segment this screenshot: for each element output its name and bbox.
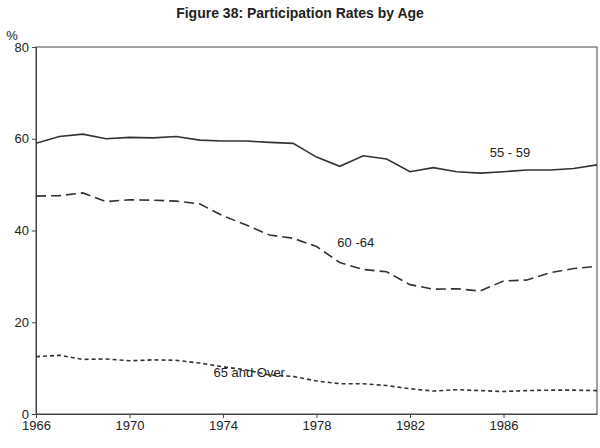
series-label: 55 - 59: [490, 145, 530, 160]
plot-frame: [36, 47, 597, 414]
series-line: [36, 193, 597, 291]
tick-mark: [32, 414, 36, 415]
tick-label: 1986: [490, 418, 519, 433]
tick: 20: [15, 315, 36, 330]
tick-label: 40: [15, 223, 29, 238]
tick-mark: [32, 47, 36, 48]
tick: 40: [15, 223, 36, 238]
y-axis: 0 20 40 60 80: [15, 40, 37, 422]
title: Figure 38: Participation Rates by Age: [176, 5, 424, 21]
tick-label: 0: [22, 407, 29, 422]
tick: 1974: [209, 414, 238, 433]
tick: 60: [15, 131, 36, 146]
tick: 1978: [303, 414, 332, 433]
tick-label: 80: [15, 40, 29, 55]
tick-mark: [32, 322, 36, 323]
series-label: 65 and Over: [213, 365, 285, 380]
chart: Figure 38: Participation Rates by Age%19…: [0, 0, 600, 448]
tick-mark: [32, 139, 36, 140]
series-line: [36, 355, 597, 391]
tick: 1970: [116, 414, 145, 433]
lines: [36, 134, 597, 391]
tick: 1986: [490, 414, 519, 433]
tick-label: 1970: [116, 418, 145, 433]
tick-label: 1982: [396, 418, 425, 433]
series-line: [36, 134, 597, 173]
tick-label: 60: [15, 131, 29, 146]
tick-label: 1978: [303, 418, 332, 433]
tick-mark: [32, 231, 36, 232]
tick-label: 1974: [209, 418, 238, 433]
plot: 19661970197419781982198602040608055 - 59…: [15, 40, 598, 434]
series-label: 60 -64: [337, 235, 374, 250]
tick: 80: [15, 40, 36, 55]
tick: 0: [22, 407, 36, 422]
x-axis: 196619701974197819821986: [22, 414, 597, 433]
tick-label: 20: [15, 315, 29, 330]
tick: 1982: [396, 414, 425, 433]
